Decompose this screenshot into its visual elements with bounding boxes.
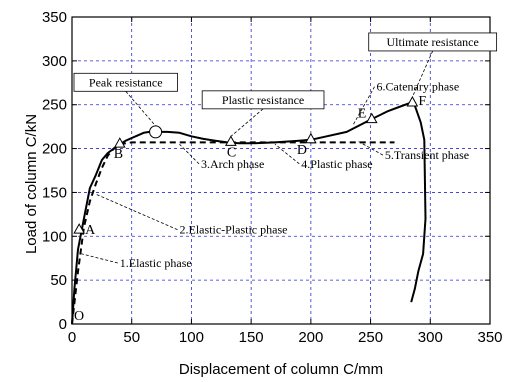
y-axis-title: Load of column C/kN xyxy=(23,114,40,254)
x-tick-label: 250 xyxy=(358,329,383,346)
callout-leader-line xyxy=(412,50,434,98)
y-tick-label: 150 xyxy=(42,184,67,201)
x-tick-label: 100 xyxy=(179,329,204,346)
plot-frame xyxy=(71,16,491,325)
callout-label: Peak resistance xyxy=(89,75,163,89)
y-tick-label: 300 xyxy=(42,53,67,70)
annotation-leader-line xyxy=(352,86,375,126)
y-tick-label: 200 xyxy=(42,141,67,158)
annotation-label: 6.Catenary phase xyxy=(377,80,460,94)
y-tick-label: 250 xyxy=(42,97,67,114)
annotation-group: 1.Elastic phase 2.Elastic-Plastic phase 3.… xyxy=(73,32,498,270)
x-tick-label: 300 xyxy=(418,329,443,346)
callout-label: Ultimate resistance xyxy=(387,35,479,49)
x-tick-label: 150 xyxy=(239,329,264,346)
point-label: A xyxy=(85,223,96,238)
y-tick-label: 350 xyxy=(42,9,67,26)
triangle-point-marker xyxy=(73,223,86,234)
annotation-leader-line xyxy=(274,143,300,165)
y-tick-label: 0 xyxy=(59,316,67,333)
plot-border xyxy=(71,16,491,325)
y-tick-label: 100 xyxy=(42,228,67,245)
annotation-label: 1.Elastic phase xyxy=(120,256,192,270)
triangle-point-marker xyxy=(305,132,317,144)
annotation-label: 5.Transient phase xyxy=(385,148,469,162)
callout-label: Plastic resistance xyxy=(222,93,304,107)
point-label: B xyxy=(114,147,123,162)
triangle-point-marker xyxy=(113,137,126,148)
triangle-point-marker xyxy=(224,135,237,146)
annotation-leader-line xyxy=(95,193,178,231)
x-tick-label: 50 xyxy=(123,329,140,346)
point-label: D xyxy=(297,143,307,158)
x-axis-title: Displacement of column C/mm xyxy=(179,361,383,378)
annotation-leader-line xyxy=(179,143,200,165)
point-label: O xyxy=(74,309,84,324)
point-label: C xyxy=(227,145,236,160)
solid-series-line xyxy=(71,102,427,325)
point-label: F xyxy=(418,94,426,109)
peak-circle-marker xyxy=(149,125,163,139)
x-tick-label: 0 xyxy=(68,329,76,346)
x-tick-label: 350 xyxy=(477,329,502,346)
point-label: E xyxy=(358,107,367,122)
triangle-point-marker xyxy=(406,95,419,107)
point-marker-group: O A B C D E F xyxy=(73,94,426,324)
series-group xyxy=(71,102,427,325)
annotation-label: 2.Elastic-Plastic phase xyxy=(179,223,287,237)
y-tick-label: 50 xyxy=(50,272,67,289)
callout-leader-line xyxy=(125,91,156,127)
annotation-label: 4.Plastic phase xyxy=(301,157,372,171)
annotation-leader-line xyxy=(81,253,118,264)
grid-lines xyxy=(72,17,490,324)
tick-group: 0 50 100 150 200 250 300 350 0 50 100 150 200 250 300 3… xyxy=(42,9,503,346)
callout-leader-line xyxy=(230,108,264,137)
dashed-series-line xyxy=(71,141,395,325)
triangle-point-marker xyxy=(365,112,378,124)
annotation-label: 3.Arch phase xyxy=(201,157,264,171)
x-tick-label: 200 xyxy=(298,329,323,346)
